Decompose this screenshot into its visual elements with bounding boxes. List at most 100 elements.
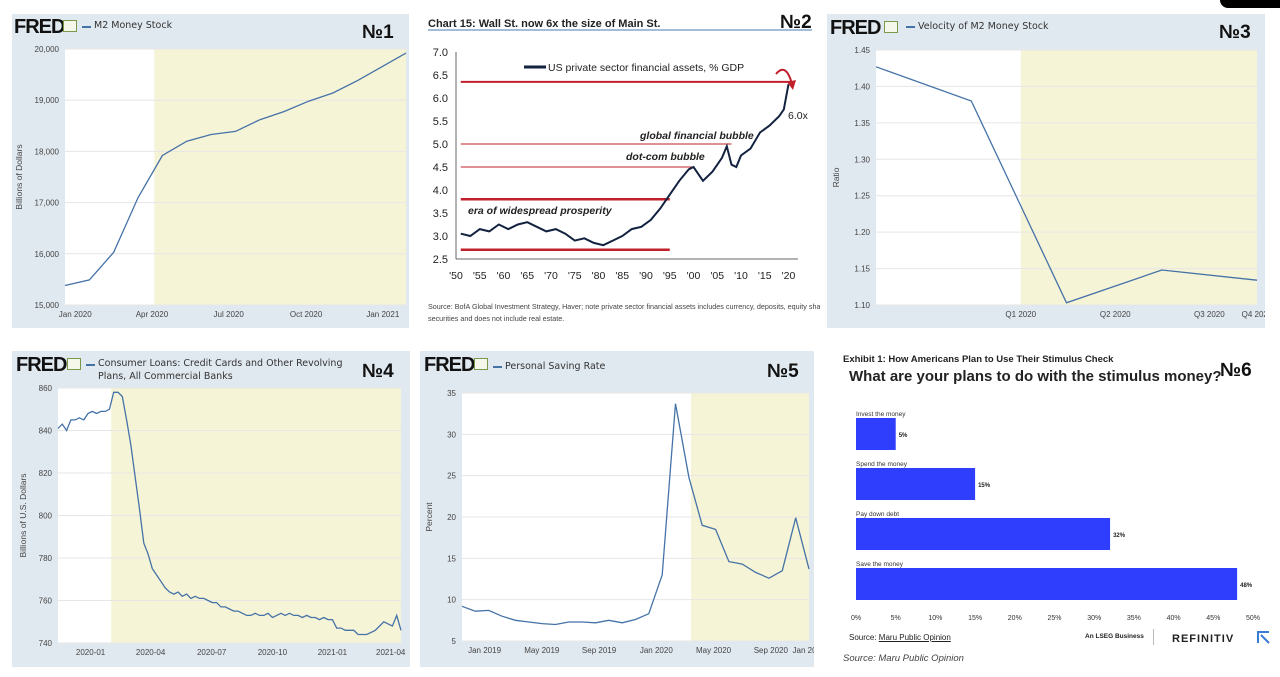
- panel-6: Exhibit 1: How Americans Plan to Use The…: [835, 350, 1275, 675]
- window-corner: [1220, 0, 1280, 8]
- x-tick-label: '50: [449, 270, 463, 282]
- y-tick-label: 840: [39, 427, 53, 436]
- chart-title: What are your plans to do with the stimu…: [849, 368, 1222, 385]
- x-tick-label: 2020-10: [258, 648, 288, 657]
- bar: [856, 568, 1238, 600]
- x-tick-label: Q2 2020: [1100, 310, 1131, 319]
- recession-shading: [1020, 50, 1257, 305]
- annotation: era of widespread prosperity: [468, 205, 613, 217]
- y-tick-label: 4.0: [433, 185, 448, 197]
- y-tick-label: 16,000: [35, 250, 60, 259]
- x-tick-label: 0%: [851, 615, 861, 622]
- y-tick-label: 18,000: [35, 147, 60, 156]
- bar-value-label: 15%: [978, 483, 991, 489]
- x-tick-label: 2021-04: [376, 648, 406, 657]
- y-tick-label: 1.20: [854, 228, 870, 237]
- m2-chart: 20,00019,00018,00017,00016,00015,000Jan …: [14, 45, 407, 319]
- wallstreet-chart: Chart 15: Wall St. now 6x the size of Ma…: [428, 18, 820, 323]
- x-tick-label: Jan 2020: [59, 310, 92, 319]
- fred-logo: FRED: [424, 354, 475, 376]
- x-tick-label: Oct 2020: [290, 310, 323, 319]
- y-tick-label: 6.0: [433, 93, 448, 105]
- panel-number: №1: [362, 22, 394, 43]
- bar-value-label: 48%: [1240, 583, 1253, 589]
- panel-2: №2 Chart 15: Wall St. now 6x the size of…: [420, 10, 820, 330]
- x-tick-label: 10%: [928, 615, 942, 622]
- panel-3: FRED Velocity of M2 Money Stock №3 1.45 1…: [827, 14, 1265, 328]
- y-tick-label: 1.40: [854, 82, 870, 91]
- x-tick-label: '10: [734, 270, 748, 282]
- y-axis-label: Percent: [424, 502, 434, 532]
- x-tick-label: Jul 2020: [214, 310, 245, 319]
- x-tick-label: 5%: [891, 615, 901, 622]
- x-tick-label: Sep 2020: [754, 646, 789, 655]
- x-tick-label: '80: [592, 270, 606, 282]
- y-tick-label: 19,000: [35, 96, 60, 105]
- source-text: Source: BofA Global Investment Strategy,…: [428, 302, 820, 323]
- legend-label: M2 Money Stock: [94, 20, 173, 31]
- y-tick-label: 15,000: [35, 301, 60, 310]
- y-tick-label: 740: [39, 639, 53, 648]
- legend-label: Consumer Loans: Credit Cards and Other R…: [98, 358, 343, 382]
- x-tick-label: 2021-01: [318, 648, 348, 657]
- bar-value-label: 5%: [899, 433, 908, 439]
- x-tick-label: Q4 2020: [1242, 310, 1265, 319]
- x-tick-label: '85: [615, 270, 629, 282]
- x-tick-label: '65: [520, 270, 534, 282]
- x-tick-label: 2020-04: [136, 648, 166, 657]
- x-tick-label: May 2019: [524, 646, 560, 655]
- refinitiv-mark-icon: [1257, 631, 1270, 644]
- panel-4: FRED Consumer Loans: Credit Cards and Ot…: [12, 351, 410, 667]
- series-line: [64, 52, 407, 287]
- y-tick-label: 6.5: [433, 70, 448, 82]
- y-axis-label: Billions of Dollars: [14, 144, 24, 209]
- y-tick-label: 1.35: [854, 119, 870, 128]
- bar: [856, 518, 1111, 550]
- y-tick-label: 7.0: [433, 47, 448, 59]
- x-tick-label: '20: [782, 270, 796, 282]
- x-tick-label: Jan 2020: [640, 646, 673, 655]
- y-tick-label: 760: [39, 597, 53, 606]
- y-tick-label: 4.5: [433, 162, 448, 174]
- x-tick-label: '90: [639, 270, 653, 282]
- x-tick-label: '05: [710, 270, 724, 282]
- series-line: [460, 84, 790, 247]
- fred-logo: FRED: [14, 16, 65, 38]
- bar-value-label: 32%: [1113, 533, 1126, 539]
- x-tick-label: '15: [758, 270, 772, 282]
- source-link[interactable]: Maru Public Opinion: [878, 633, 951, 642]
- bar-category-label: Save the money: [856, 561, 904, 568]
- legend-label: US private sector financial assets, % GD…: [548, 62, 744, 74]
- series-line: [875, 66, 1258, 304]
- annotation: global financial bubble: [639, 130, 754, 142]
- y-tick-label: 3.5: [433, 208, 448, 220]
- x-tick-label: '60: [497, 270, 511, 282]
- x-tick-label: Jan 2021: [366, 310, 399, 319]
- x-tick-label: 30%: [1087, 615, 1101, 622]
- y-tick-label: 20,000: [35, 45, 60, 54]
- y-axis-label: Billions of U.S. Dollars: [18, 473, 28, 557]
- fred-chart-icon: [884, 21, 898, 33]
- panel-number: №4: [362, 361, 394, 382]
- x-tick-label: '75: [568, 270, 582, 282]
- y-tick-label: 2.5: [433, 254, 448, 266]
- panel-number: №5: [767, 361, 799, 382]
- x-tick-label: 40%: [1167, 615, 1181, 622]
- y-tick-label: 15: [447, 554, 456, 563]
- legend-label: Velocity of M2 Money Stock: [918, 21, 1049, 32]
- exhibit-label: Exhibit 1: How Americans Plan to Use The…: [843, 354, 1114, 365]
- y-tick-label: 5: [452, 637, 457, 646]
- bar-category-label: Invest the money: [856, 411, 906, 418]
- y-tick-label: 5.5: [433, 116, 448, 128]
- fred-logo: FRED: [16, 354, 67, 376]
- y-tick-label: 1.30: [854, 155, 870, 164]
- arrow-curve: [775, 68, 793, 85]
- x-tick-label: '00: [687, 270, 701, 282]
- panel-number: №2: [780, 12, 812, 33]
- series-line: [461, 403, 810, 626]
- legend-label: Personal Saving Rate: [505, 361, 606, 372]
- annotation: dot-com bubble: [626, 151, 705, 163]
- x-tick-label: Jan 2021: [793, 646, 814, 655]
- source-italic: Source: Maru Public Opinion: [843, 653, 964, 664]
- arrow-head: [787, 80, 796, 90]
